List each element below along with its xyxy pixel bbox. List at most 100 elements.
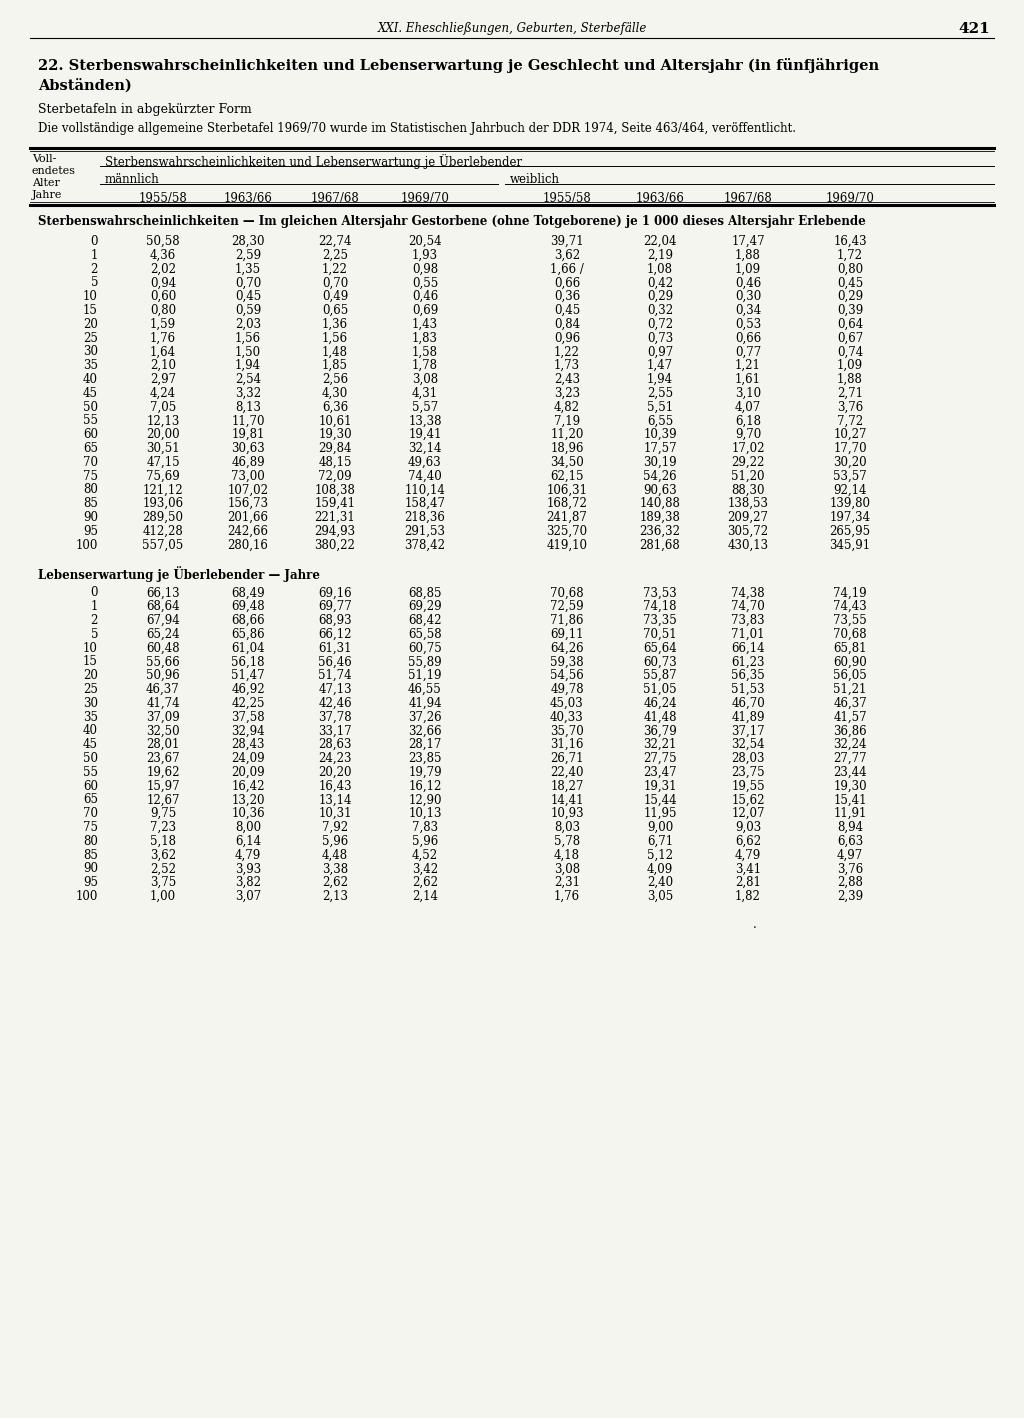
Text: 0,49: 0,49 [322,291,348,303]
Text: 4,36: 4,36 [150,248,176,262]
Text: 294,93: 294,93 [314,525,355,537]
Text: 68,49: 68,49 [231,587,265,600]
Text: 1,85: 1,85 [322,359,348,372]
Text: 0,45: 0,45 [837,277,863,289]
Text: 37,09: 37,09 [146,710,180,723]
Text: 1,21: 1,21 [735,359,761,372]
Text: 30,63: 30,63 [231,442,265,455]
Text: 11,20: 11,20 [550,428,584,441]
Text: 3,08: 3,08 [554,862,580,875]
Text: 39,71: 39,71 [550,235,584,248]
Text: 3,38: 3,38 [322,862,348,875]
Text: 3,41: 3,41 [735,862,761,875]
Text: 17,02: 17,02 [731,442,765,455]
Text: 1,64: 1,64 [150,346,176,359]
Text: 281,68: 281,68 [640,539,680,552]
Text: 85: 85 [83,848,98,862]
Text: 0,94: 0,94 [150,277,176,289]
Text: 19,62: 19,62 [146,766,180,778]
Text: 61,04: 61,04 [231,641,265,655]
Text: 68,66: 68,66 [231,614,265,627]
Text: 23,67: 23,67 [146,752,180,764]
Text: Jahre: Jahre [32,190,62,200]
Text: 19,81: 19,81 [231,428,264,441]
Text: 10,31: 10,31 [318,807,352,820]
Text: 2,25: 2,25 [322,248,348,262]
Text: 289,50: 289,50 [142,510,183,525]
Text: 74,40: 74,40 [409,469,442,482]
Text: 4,09: 4,09 [647,862,673,875]
Text: 73,35: 73,35 [643,614,677,627]
Text: 17,47: 17,47 [731,235,765,248]
Text: 20,20: 20,20 [318,766,352,778]
Text: 64,26: 64,26 [550,641,584,655]
Text: 90: 90 [83,862,98,875]
Text: 421: 421 [958,23,990,35]
Text: 4,31: 4,31 [412,387,438,400]
Text: 2,52: 2,52 [150,862,176,875]
Text: 15,97: 15,97 [146,780,180,793]
Text: 68,93: 68,93 [318,614,352,627]
Text: 0,59: 0,59 [234,303,261,318]
Text: 9,70: 9,70 [735,428,761,441]
Text: 291,53: 291,53 [404,525,445,537]
Text: 74,18: 74,18 [643,600,677,613]
Text: männlich: männlich [105,173,160,186]
Text: 1: 1 [91,248,98,262]
Text: 28,03: 28,03 [731,752,765,764]
Text: 241,87: 241,87 [547,510,588,525]
Text: 2,03: 2,03 [234,318,261,330]
Text: 0,70: 0,70 [322,277,348,289]
Text: 3,93: 3,93 [234,862,261,875]
Text: 4,82: 4,82 [554,401,580,414]
Text: 19,55: 19,55 [731,780,765,793]
Text: 197,34: 197,34 [829,510,870,525]
Text: 41,48: 41,48 [643,710,677,723]
Text: 32,24: 32,24 [834,739,866,752]
Text: 90: 90 [83,510,98,525]
Text: 156,73: 156,73 [227,498,268,510]
Text: 0,73: 0,73 [647,332,673,345]
Text: 8,94: 8,94 [837,821,863,834]
Text: 20,09: 20,09 [231,766,265,778]
Text: 45,03: 45,03 [550,696,584,710]
Text: 42,25: 42,25 [231,696,265,710]
Text: 55,87: 55,87 [643,669,677,682]
Text: XXI. Eheschließungen, Geburten, Sterbefälle: XXI. Eheschließungen, Geburten, Sterbefä… [377,23,647,35]
Text: 380,22: 380,22 [314,539,355,552]
Text: 0,29: 0,29 [647,291,673,303]
Text: 2: 2 [91,262,98,275]
Text: 62,15: 62,15 [550,469,584,482]
Text: 1963/66: 1963/66 [223,191,272,206]
Text: 0,29: 0,29 [837,291,863,303]
Text: 0: 0 [90,235,98,248]
Text: 2,43: 2,43 [554,373,580,386]
Text: 60,73: 60,73 [643,655,677,668]
Text: 1,88: 1,88 [735,248,761,262]
Text: 110,14: 110,14 [404,484,445,496]
Text: 65,81: 65,81 [834,641,866,655]
Text: 1,22: 1,22 [323,262,348,275]
Text: 16,43: 16,43 [834,235,866,248]
Text: 2,62: 2,62 [322,876,348,889]
Text: 46,55: 46,55 [409,683,442,696]
Text: 20,00: 20,00 [146,428,180,441]
Text: weiblich: weiblich [510,173,560,186]
Text: 55,89: 55,89 [409,655,441,668]
Text: 10,36: 10,36 [231,807,265,820]
Text: 35,70: 35,70 [550,725,584,737]
Text: 70: 70 [83,807,98,820]
Text: 4,48: 4,48 [322,848,348,862]
Text: 121,12: 121,12 [142,484,183,496]
Text: 3,82: 3,82 [234,876,261,889]
Text: 0,72: 0,72 [647,318,673,330]
Text: 0,45: 0,45 [554,303,581,318]
Text: 2,71: 2,71 [837,387,863,400]
Text: 95: 95 [83,876,98,889]
Text: 25: 25 [83,683,98,696]
Text: 13,14: 13,14 [318,794,352,807]
Text: 100: 100 [76,891,98,903]
Text: 37,17: 37,17 [731,725,765,737]
Text: 2: 2 [91,614,98,627]
Text: 28,01: 28,01 [146,739,179,752]
